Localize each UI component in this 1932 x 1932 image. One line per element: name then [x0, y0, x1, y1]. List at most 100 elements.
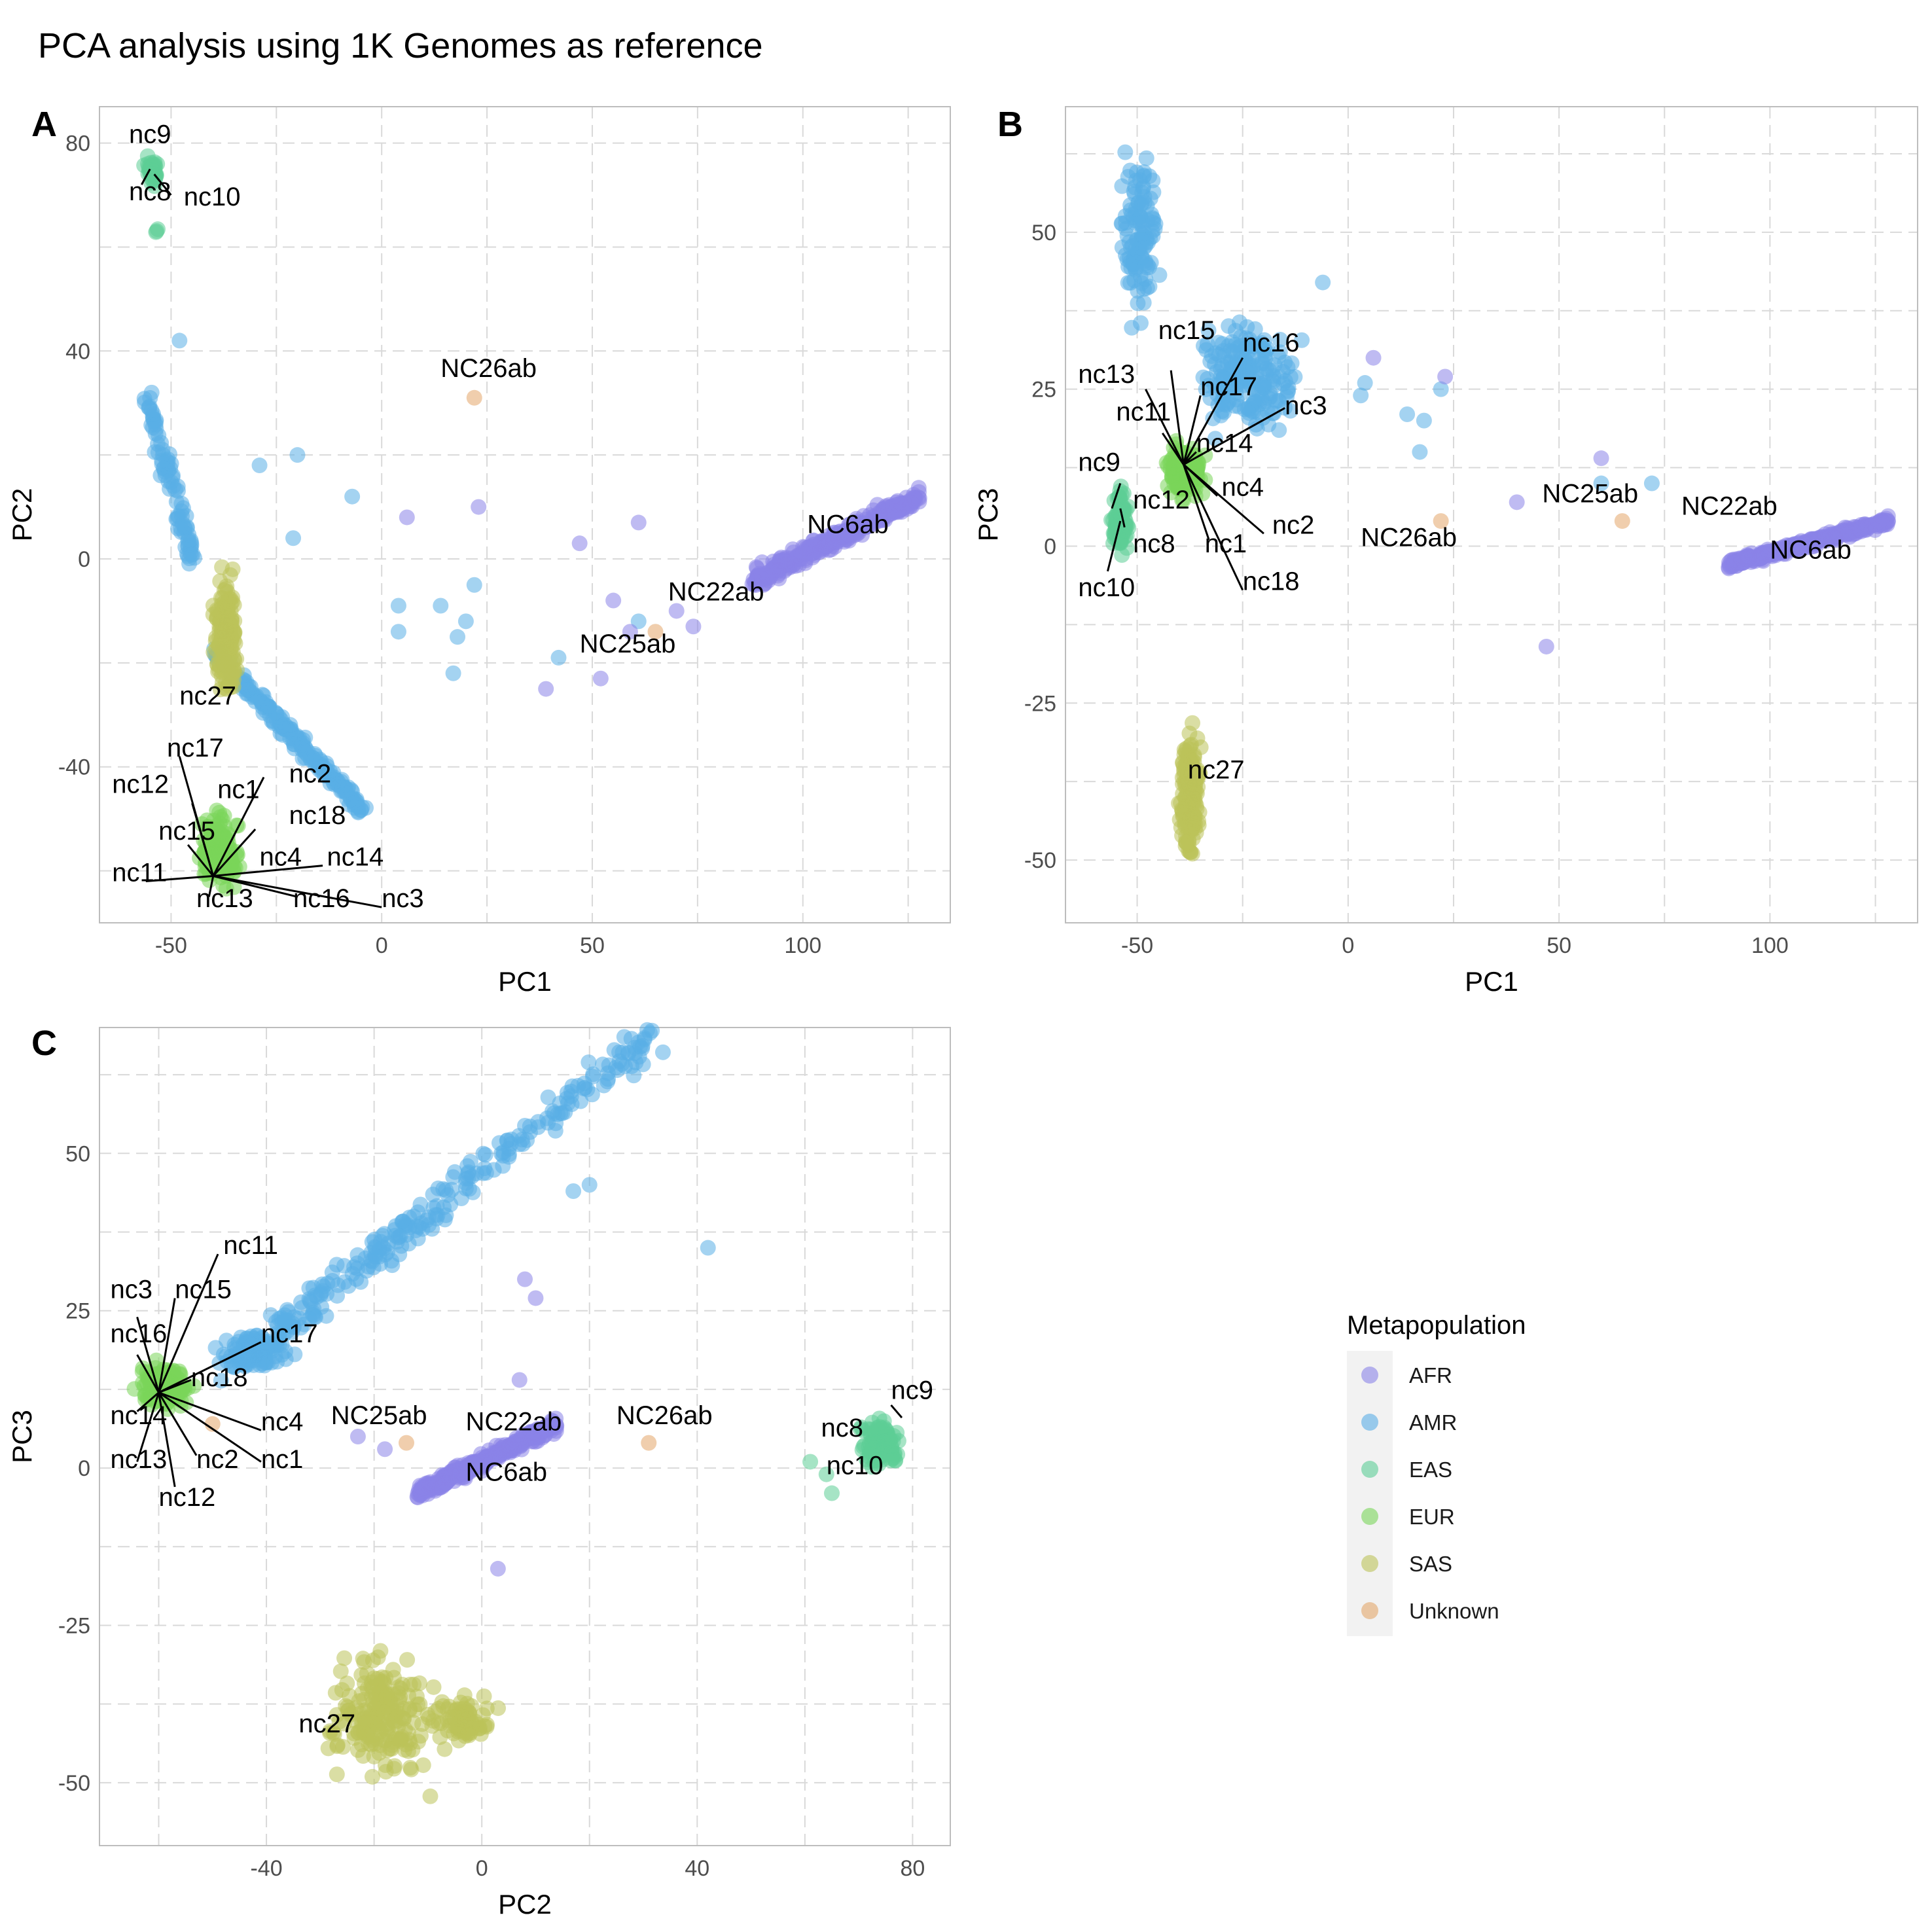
- legend-key-amr: [1361, 1414, 1378, 1431]
- point-amr: [1272, 331, 1288, 348]
- point-amr: [181, 531, 197, 548]
- x-tick-label: -40: [250, 1856, 282, 1881]
- point-label: nc2: [1272, 510, 1315, 539]
- legend-key-sas: [1361, 1555, 1378, 1572]
- point-sas: [1181, 819, 1198, 836]
- point-label: nc11: [223, 1231, 278, 1260]
- point-label: nc3: [110, 1275, 152, 1304]
- point-afr: [869, 497, 885, 513]
- point-amr: [1120, 259, 1137, 275]
- x-tick-label: -50: [1121, 933, 1153, 958]
- point-amr: [1249, 365, 1265, 382]
- point-amr: [1271, 422, 1287, 438]
- point-amr: [1220, 338, 1236, 354]
- point-afr: [538, 681, 554, 697]
- point-eur: [200, 819, 216, 835]
- point-amr: [654, 1044, 671, 1060]
- panel-B: B -50 0 50 100 -50 -25 0 25 50 PC1 PC3 nc15 nc16 nc13 n…: [973, 105, 1918, 997]
- point-amr: [636, 1029, 653, 1046]
- leader-line: [212, 829, 257, 877]
- legend-label: EAS: [1409, 1458, 1452, 1482]
- point-sas: [222, 677, 238, 693]
- point-afr: [1740, 548, 1757, 564]
- points: [1103, 144, 1896, 862]
- point-eas: [148, 224, 164, 240]
- figure-title: PCA analysis using 1K Genomes as referen…: [38, 26, 763, 65]
- y-tick-label: 0: [78, 1456, 90, 1481]
- point-amr: [1214, 393, 1230, 409]
- point-afr: [399, 509, 415, 526]
- point-label: NC6ab: [1770, 536, 1851, 565]
- legend-label: EUR: [1409, 1505, 1455, 1529]
- x-axis-label: PC1: [498, 966, 552, 997]
- point-label: nc27: [179, 681, 236, 710]
- panel-border: [1065, 106, 1918, 923]
- y-tick-label: 0: [1044, 534, 1056, 559]
- panel-letter: B: [997, 105, 1023, 144]
- point-sas: [372, 1723, 389, 1740]
- point-sas: [220, 654, 236, 671]
- point-amr: [1117, 144, 1134, 160]
- point-sas: [387, 1758, 403, 1774]
- point-amr: [630, 613, 647, 630]
- point-sas: [1185, 715, 1201, 731]
- point-label: nc11: [112, 858, 167, 887]
- point-unknown: [398, 1435, 414, 1451]
- point-amr: [1134, 249, 1150, 265]
- point-amr: [435, 1181, 452, 1197]
- point-afr: [592, 670, 609, 687]
- legend-title: Metapopulation: [1347, 1311, 1526, 1340]
- point-label: nc4: [1221, 473, 1264, 502]
- point-label: nc4: [261, 1407, 304, 1436]
- leader-line: [213, 875, 382, 908]
- point-label: nc1: [261, 1445, 304, 1474]
- point-amr: [1136, 179, 1152, 195]
- point-amr: [1294, 332, 1310, 348]
- point-amr: [437, 1211, 453, 1228]
- legend-key-background: [1347, 1351, 1393, 1636]
- panel-letter: A: [31, 105, 57, 144]
- point-afr: [512, 1435, 529, 1451]
- point-label: nc16: [293, 884, 350, 913]
- point-afr: [490, 1560, 506, 1577]
- point-label: nc12: [1133, 486, 1190, 514]
- point-amr: [320, 767, 336, 783]
- point-sas: [224, 561, 241, 577]
- point-amr: [581, 1054, 597, 1071]
- point-afr: [528, 1290, 544, 1306]
- point-label: nc10: [184, 183, 241, 211]
- point-sas: [474, 1707, 491, 1723]
- legend-label: AMR: [1409, 1410, 1457, 1435]
- y-tick-label: -25: [1024, 691, 1056, 716]
- point-afr: [349, 1429, 366, 1444]
- point-sas: [399, 1652, 416, 1668]
- point-afr: [748, 559, 764, 575]
- point-amr: [181, 550, 198, 567]
- point-label: nc3: [1285, 391, 1327, 420]
- point-label: NC22ab: [465, 1407, 562, 1436]
- y-tick-label: 80: [65, 132, 90, 156]
- point-label: nc2: [289, 760, 332, 789]
- legend: Metapopulation AFR AMR EAS EUR SAS Unknown: [1347, 1311, 1526, 1636]
- point-label: nc13: [196, 884, 253, 913]
- point-label: nc27: [298, 1709, 355, 1738]
- legend-label: SAS: [1409, 1552, 1452, 1576]
- legend-label: Unknown: [1409, 1599, 1499, 1623]
- point-afr: [622, 624, 638, 640]
- y-axis-label: PC3: [973, 488, 1003, 542]
- y-tick-label: -40: [58, 755, 90, 780]
- point-sas: [1186, 749, 1202, 765]
- point-eas: [142, 158, 158, 174]
- point-amr: [285, 530, 302, 546]
- point-label: nc18: [191, 1363, 248, 1392]
- point-amr: [1145, 228, 1161, 245]
- point-label: nc8: [821, 1414, 864, 1442]
- point-afr: [412, 1487, 429, 1503]
- point-sas: [420, 1706, 436, 1723]
- point-amr: [173, 503, 190, 520]
- point-amr: [576, 1081, 592, 1097]
- y-tick-label: 50: [1031, 221, 1056, 245]
- point-sas: [462, 1725, 478, 1741]
- point-amr: [143, 417, 160, 433]
- point-amr: [1280, 379, 1297, 395]
